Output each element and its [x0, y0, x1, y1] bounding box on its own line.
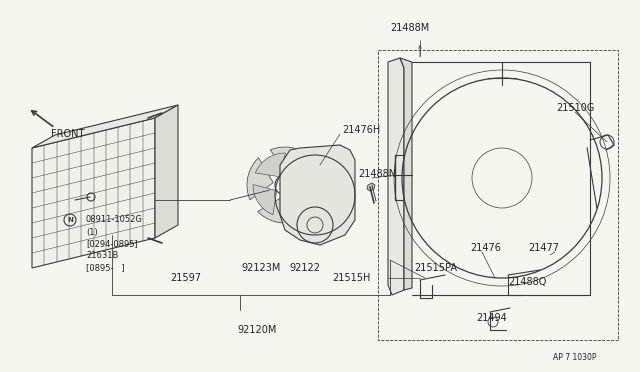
Text: 21494: 21494 — [476, 313, 507, 323]
Polygon shape — [32, 105, 178, 148]
Polygon shape — [367, 183, 375, 191]
Polygon shape — [293, 155, 317, 186]
Polygon shape — [297, 170, 323, 212]
Text: FRONT: FRONT — [51, 129, 84, 139]
Text: 92122: 92122 — [289, 263, 320, 273]
Text: [0895-   ]: [0895- ] — [86, 263, 125, 273]
Text: 21488Q: 21488Q — [508, 277, 547, 287]
Text: 21515H: 21515H — [332, 273, 371, 283]
Text: (1): (1) — [86, 228, 98, 237]
Text: N: N — [67, 217, 73, 223]
Text: AP 7 1030P: AP 7 1030P — [553, 353, 596, 362]
Text: 92123M: 92123M — [241, 263, 280, 273]
Polygon shape — [388, 58, 404, 295]
Polygon shape — [270, 147, 312, 173]
Polygon shape — [400, 58, 412, 290]
Polygon shape — [155, 105, 178, 238]
Text: 21488M: 21488M — [390, 23, 429, 33]
Text: 21477: 21477 — [528, 243, 559, 253]
Polygon shape — [32, 118, 155, 268]
Polygon shape — [255, 153, 285, 177]
Text: 21488N: 21488N — [358, 169, 396, 179]
Text: 21631B: 21631B — [86, 251, 118, 260]
Polygon shape — [285, 193, 315, 217]
Text: [0294-0895]: [0294-0895] — [86, 240, 138, 248]
Text: 21515PA: 21515PA — [414, 263, 457, 273]
Text: 92120M: 92120M — [237, 325, 276, 335]
Polygon shape — [280, 145, 355, 245]
Polygon shape — [258, 197, 300, 223]
Polygon shape — [253, 185, 276, 215]
Text: 08911-1052G: 08911-1052G — [86, 215, 143, 224]
Text: 21597: 21597 — [170, 273, 201, 283]
Text: 21510G: 21510G — [556, 103, 595, 113]
Text: 21476H: 21476H — [342, 125, 380, 135]
Polygon shape — [247, 158, 273, 200]
Text: 21476: 21476 — [470, 243, 501, 253]
